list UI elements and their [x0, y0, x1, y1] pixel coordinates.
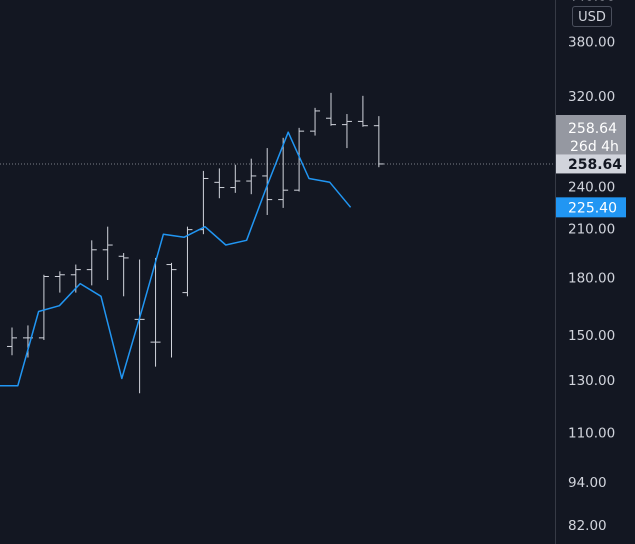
- countdown-tag-background: [556, 115, 626, 159]
- ohlc-bar: [246, 158, 257, 195]
- countdown-price-label: 258.64: [568, 121, 617, 137]
- ohlc-bar: [7, 327, 17, 356]
- ohlc-bar: [182, 226, 193, 297]
- ohlc-bar: [166, 262, 177, 358]
- ohlc-bar: [54, 271, 65, 293]
- y-tick-label: 380.00: [568, 35, 615, 51]
- ohlc-bar: [102, 226, 113, 281]
- y-tick-label: 180.00: [568, 270, 615, 286]
- ohlc-bar: [278, 137, 289, 208]
- ohlc-bar: [230, 164, 241, 193]
- countdown-tag: 258.64 26d 4h: [556, 115, 626, 159]
- ohlc-bar: [134, 259, 145, 394]
- ohlc-bar: [150, 257, 161, 367]
- y-tick-label: 320.00: [568, 89, 615, 105]
- ohlc-bar: [198, 170, 209, 235]
- line-value-tag: 225.40: [556, 197, 626, 218]
- last-price-tag-background: [556, 154, 626, 174]
- y-tick-label: 82.00: [568, 518, 607, 534]
- plot-area[interactable]: [0, 92, 555, 394]
- ohlc-bars: [7, 92, 384, 394]
- line-series: [0, 131, 352, 387]
- price-axis[interactable]: 440.00 380.00 320.00 240.00 210.00 180.00 150.…: [555, 0, 627, 544]
- last-price-tag: 258.64: [556, 154, 626, 174]
- ohlc-bar: [22, 325, 33, 358]
- ohlc-bar: [373, 116, 384, 168]
- ohlc-bar: [341, 114, 352, 149]
- tick-labels: 440.00 380.00 320.00 240.00 210.00 180.00 150.…: [568, 0, 615, 534]
- last-price-label: 258.64: [568, 157, 622, 173]
- y-tick-label: 210.00: [568, 222, 615, 238]
- currency-selector[interactable]: USD: [572, 6, 612, 27]
- y-tick-label: 240.00: [568, 180, 615, 196]
- ohlc-bar: [357, 95, 368, 127]
- ohlc-bar: [326, 92, 336, 126]
- ohlc-bar: [118, 253, 129, 297]
- y-tick-label: 150.00: [568, 328, 615, 344]
- y-tick-label: 440.00: [568, 0, 615, 4]
- ohlc-bar: [262, 148, 273, 215]
- y-tick-label: 94.00: [568, 475, 607, 491]
- ohlc-bar: [294, 127, 305, 192]
- y-tick-label: 130.00: [568, 373, 615, 389]
- ohlc-bar: [214, 168, 225, 199]
- y-tick-label: 110.00: [568, 426, 615, 442]
- line-value-tag-background: [556, 197, 626, 218]
- ohlc-bar: [310, 107, 321, 136]
- line-value-label: 225.40: [568, 200, 617, 216]
- ohlc-bar: [86, 240, 97, 286]
- ohlc-bar: [38, 274, 49, 340]
- countdown-time-label: 26d 4h: [570, 139, 619, 155]
